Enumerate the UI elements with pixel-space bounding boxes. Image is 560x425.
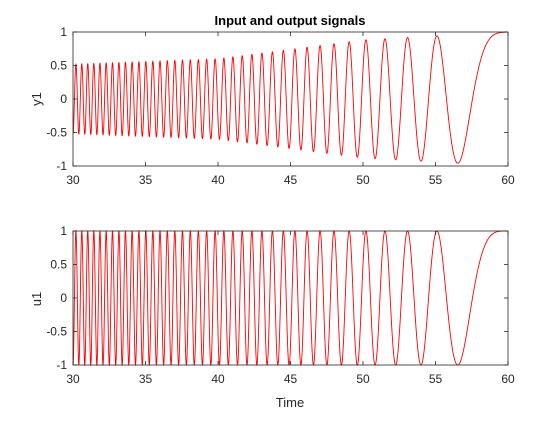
- signal-line-y1: [73, 31, 508, 164]
- x-tick-label-u1: 50: [356, 372, 370, 386]
- x-tick-label-y1: 50: [356, 173, 370, 187]
- x-tick-label-y1: 60: [501, 173, 515, 187]
- x-tick-label-y1: 30: [66, 173, 80, 187]
- x-tick-label-u1: 55: [429, 372, 443, 386]
- signal-line-u1: [73, 230, 508, 366]
- x-tick-label-u1: 45: [284, 372, 298, 386]
- y-tick-label-u1: 0: [60, 291, 67, 305]
- x-tick-label-u1: 40: [211, 372, 225, 386]
- chart-title: Input and output signals: [215, 13, 366, 28]
- y-tick-label-u1: -0.5: [46, 325, 67, 339]
- x-tick-label-u1: 60: [501, 372, 515, 386]
- x-tick-label-y1: 35: [139, 173, 153, 187]
- y-tick-label-y1: 0.5: [50, 59, 67, 73]
- x-axis-label-time: Time: [276, 395, 304, 410]
- y-tick-label-u1: -1: [56, 358, 67, 372]
- x-tick-label-y1: 40: [211, 173, 225, 187]
- y-tick-label-y1: 1: [60, 25, 67, 39]
- x-tick-label-u1: 35: [139, 372, 153, 386]
- x-tick-label-u1: 30: [66, 372, 80, 386]
- y-tick-label-y1: -1: [56, 159, 67, 173]
- axes-y1: Input and output signals y1 30 35 40 45 50 55…: [29, 13, 515, 187]
- y-tick-label-y1: 0: [60, 92, 67, 106]
- plot-frame-y1: [72, 31, 509, 167]
- y-axis-label-y1: y1: [29, 92, 44, 106]
- y-tick-label-u1: 0.5: [50, 258, 67, 272]
- y-tick-label-y1: -0.5: [46, 126, 67, 140]
- y-tick-label-u1: 1: [60, 224, 67, 238]
- x-tick-label-y1: 45: [284, 173, 298, 187]
- axes-u1: Time u1 30 35 40 45 50 55 60 -1 -0.5 0 0.5 1: [29, 224, 515, 410]
- x-tick-label-y1: 55: [429, 173, 443, 187]
- y-axis-label-u1: u1: [29, 292, 44, 306]
